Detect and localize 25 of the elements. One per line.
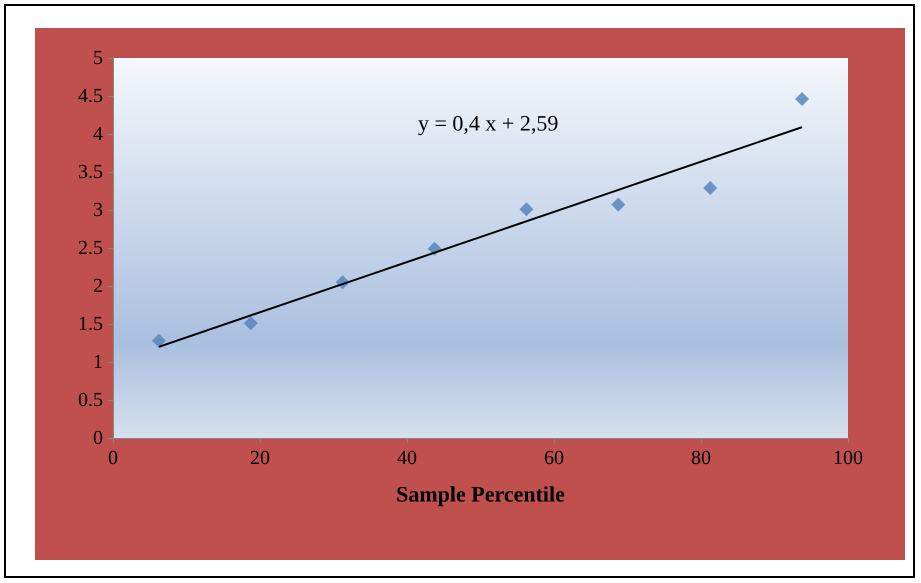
annotation: y = 0,4 x + 2,59 <box>418 110 558 136</box>
x-tick-label: 20 <box>250 447 270 469</box>
point <box>519 202 534 216</box>
point <box>152 334 166 348</box>
y-tick-label: 1 <box>93 351 103 373</box>
point <box>703 180 718 195</box>
point <box>611 198 626 212</box>
y-tick-label: 2.5 <box>78 237 103 259</box>
y-tick-label: 5 <box>93 47 103 69</box>
y-tick-label: 3 <box>93 199 103 221</box>
point <box>795 92 810 106</box>
x-tick-label: 100 <box>833 447 863 469</box>
y-tick-label: 4 <box>93 123 103 145</box>
y-tick-label: 4.5 <box>78 85 103 107</box>
y-tick-label: 0 <box>93 427 103 449</box>
y-tick-label: 1.5 <box>78 313 103 335</box>
x-tick-label: 40 <box>397 447 417 469</box>
y-tick-label: 2 <box>93 275 103 297</box>
y-tick-label: 3.5 <box>78 161 103 183</box>
x-tick-label: 80 <box>691 447 711 469</box>
y-tick-label: 0.5 <box>78 389 103 411</box>
point <box>244 316 258 330</box>
x-tick-label: 0 <box>108 447 118 469</box>
x-axis-title: Sample Percentile <box>396 482 566 506</box>
x-tick-label: 60 <box>544 447 564 469</box>
